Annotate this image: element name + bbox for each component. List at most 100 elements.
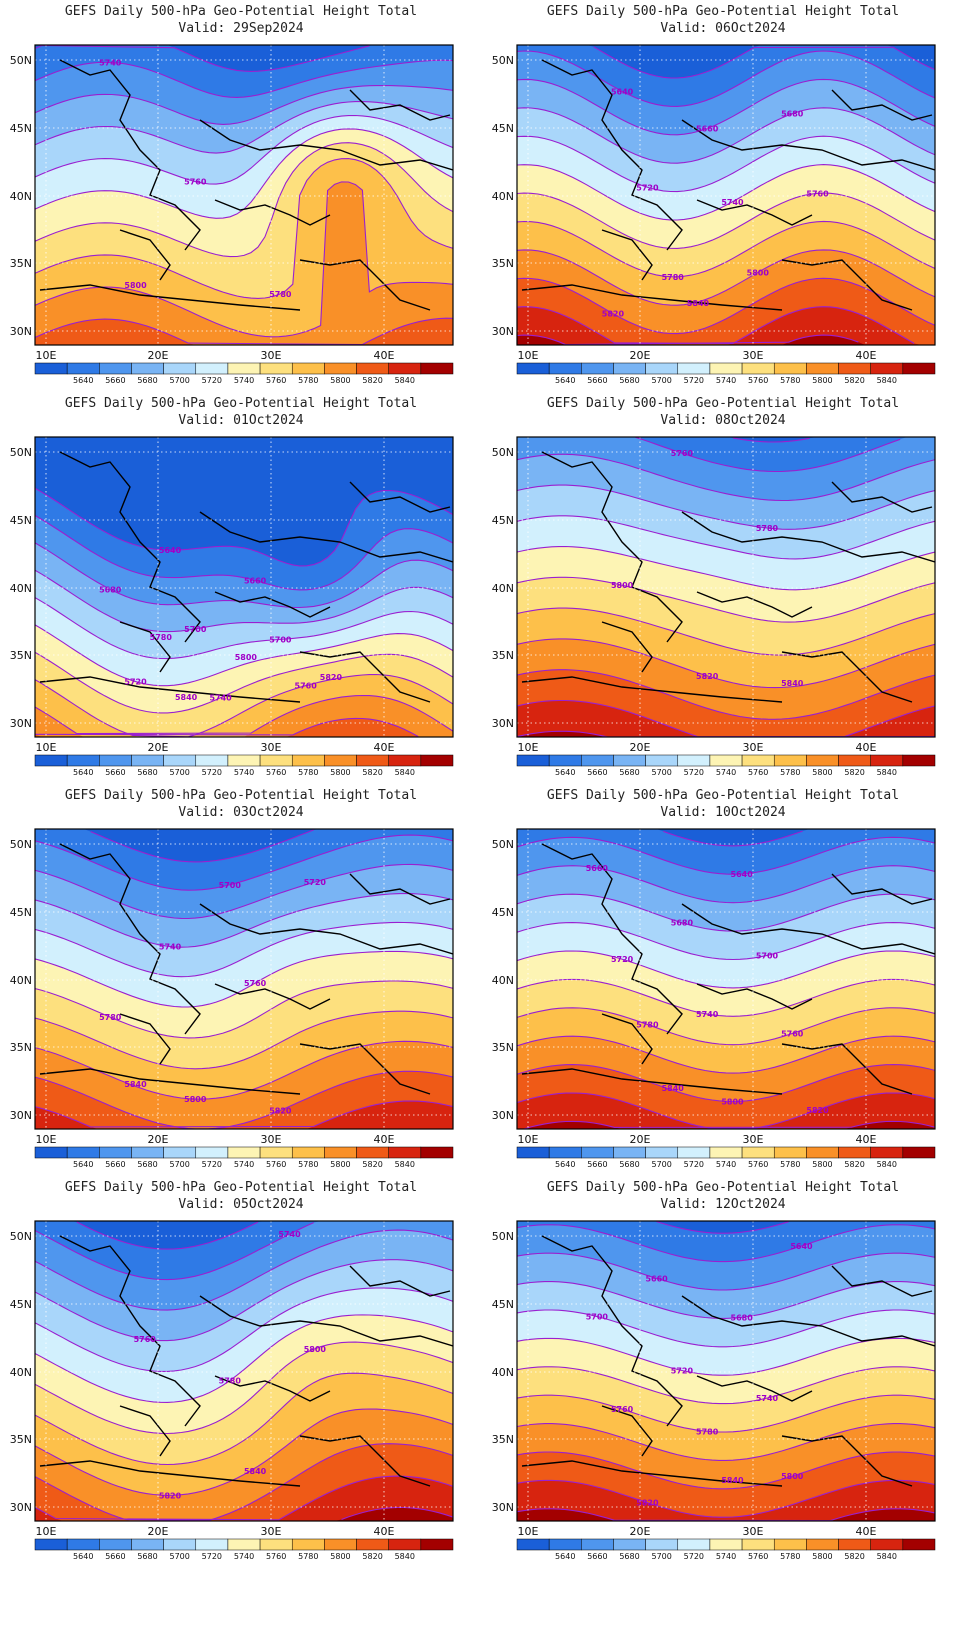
contour-label: 5720 [611, 955, 634, 964]
colorbar-label: 5760 [748, 1552, 768, 1561]
contour-label: 5680 [781, 110, 804, 119]
contour-label: 5740 [696, 1010, 719, 1019]
contour-line [517, 1252, 935, 1291]
colorbar-swatch [613, 1538, 646, 1551]
contour-line [35, 84, 453, 125]
map-canvas: 5760 5780 5800 5820 5840 50N 45N 40N 35N 30N 10E 20… [492, 436, 936, 777]
colorbar-swatch [66, 754, 100, 767]
lat-tick-label: 30N [492, 1501, 514, 1514]
colorbar-label: 5680 [619, 376, 639, 385]
colorbar-label: 5780 [298, 1160, 318, 1169]
map-panel: GEFS Daily 500-hPa Geo-Potential Height … [0, 0, 482, 410]
contour-label: 5760 [134, 1335, 157, 1344]
colorbar-label: 5780 [298, 376, 318, 385]
lat-tick-label: 35N [492, 1433, 514, 1446]
coastline [299, 259, 431, 311]
contour-label: 5840 [124, 1080, 147, 1089]
colorbar-label: 5740 [234, 1160, 254, 1169]
colorbar-label: 5780 [780, 768, 800, 777]
lat-tick-label: 45N [10, 514, 32, 527]
colorbar-swatch [806, 754, 839, 767]
colorbar-label: 5760 [266, 768, 286, 777]
colorbar-swatch [773, 1538, 807, 1551]
contour-line [517, 545, 935, 591]
contour-label: 5800 [184, 1095, 207, 1104]
colorbar-swatch [581, 754, 614, 767]
colorbar-swatch [613, 1146, 646, 1159]
colorbar-swatch [356, 1146, 389, 1159]
contour-line [517, 1281, 935, 1319]
contour-line [35, 892, 453, 948]
lat-tick-label: 45N [10, 122, 32, 135]
coastline [521, 676, 783, 703]
contour-label: 5800 [721, 1097, 744, 1106]
coastline [349, 481, 451, 513]
map-frame [34, 44, 454, 346]
map-frame [516, 828, 936, 1130]
coastline [681, 119, 935, 171]
coastline [214, 983, 331, 1010]
contour-label: 5840 [721, 1476, 744, 1485]
coastline [521, 1460, 783, 1487]
coastline [601, 1405, 653, 1457]
colorbar-swatch [259, 1146, 293, 1159]
colorbar-swatch [902, 362, 936, 375]
contour-line [35, 1070, 453, 1129]
colorbar-swatch [709, 754, 743, 767]
colorbar-swatch [324, 754, 357, 767]
lon-tick-label: 20E [148, 741, 169, 754]
contour-line [35, 1287, 453, 1372]
colorbar-swatch [131, 362, 164, 375]
lat-tick-label: 30N [10, 1109, 32, 1122]
contour-line [517, 978, 935, 1017]
lon-tick-label: 20E [148, 1525, 169, 1538]
lat-tick-label: 40N [492, 582, 514, 595]
lat-tick-label: 35N [10, 1433, 32, 1446]
contour-label: 5780 [696, 1427, 719, 1436]
map-panel: GEFS Daily 500-hPa Geo-Potential Height … [0, 784, 482, 1194]
colorbar-swatch [516, 1538, 550, 1551]
coastline [59, 451, 201, 643]
panel-valid-date: Valid: 08Oct2024 [660, 413, 786, 428]
coastline [349, 873, 451, 905]
height-band [35, 437, 453, 566]
colorbar-swatch [581, 362, 614, 375]
map-canvas: 5700 5720 5740 5760 5780 5800 5820 5840 50N 45N 40… [10, 828, 454, 1169]
map-canvas: 5640 5660 5680 5700 5720 5740 5760 5780 5800 5820… [492, 1220, 936, 1561]
contour-line [517, 607, 935, 656]
contour-line [517, 306, 915, 345]
colorbar-label: 5820 [362, 1552, 382, 1561]
contour-label: 5640 [611, 87, 634, 96]
contour-label: 5760 [671, 449, 694, 458]
colorbar-swatch [709, 362, 743, 375]
colorbar-label: 5820 [844, 768, 864, 777]
colorbar-swatch [773, 1146, 807, 1159]
coastline [541, 451, 683, 643]
coastline [39, 1068, 301, 1095]
colorbar-label: 5780 [780, 1552, 800, 1561]
lon-tick-label: 10E [36, 349, 57, 362]
contour-label: 5760 [806, 189, 829, 198]
colorbar-swatch [34, 1538, 68, 1551]
map-canvas: 5640 5660 5680 5700 5720 5740 5760 5780 5800 5820… [492, 828, 936, 1169]
colorbar-swatch [420, 1146, 454, 1159]
colorbar-swatch [356, 362, 389, 375]
colorbar-swatch [773, 754, 807, 767]
contour-line [517, 1423, 935, 1461]
lat-tick-label: 50N [10, 446, 32, 459]
lon-tick-label: 40E [856, 1133, 877, 1146]
colorbar-swatch [66, 1538, 100, 1551]
contour-line [517, 135, 935, 193]
colorbar-label: 5660 [105, 768, 125, 777]
lon-tick-label: 20E [630, 349, 651, 362]
panel-title: GEFS Daily 500-hPa Geo-Potential Height … [546, 1180, 900, 1195]
coastline [681, 1295, 935, 1347]
lon-tick-label: 40E [374, 349, 395, 362]
coastline [521, 1068, 783, 1095]
panel-valid-date: Valid: 01Oct2024 [178, 413, 304, 428]
contour-line [517, 277, 935, 335]
contour-line [35, 1259, 453, 1342]
contour-line [35, 980, 453, 1039]
contour-line [517, 78, 935, 136]
contour-line [35, 1100, 453, 1128]
